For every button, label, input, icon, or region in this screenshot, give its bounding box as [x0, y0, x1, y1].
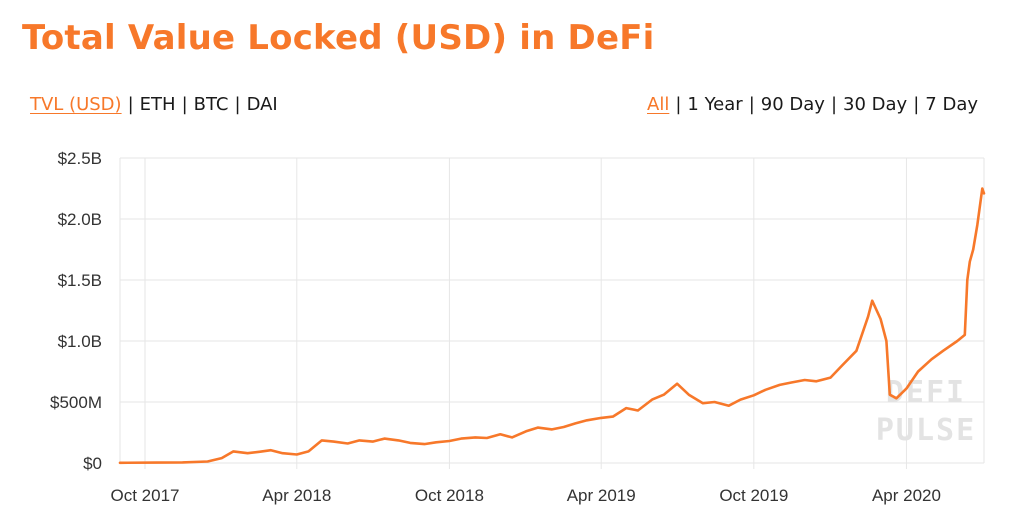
tab-separator: | — [234, 94, 241, 115]
y-tick-label: $0 — [83, 454, 102, 473]
y-tick-label: $2.5B — [58, 149, 102, 168]
y-tick-label: $2.0B — [58, 210, 102, 229]
watermark-line-1: DEFI — [886, 375, 966, 410]
x-axis-ticks: Oct 2017 Apr 2018 Oct 2018 Apr 2019 Oct 2019… — [111, 486, 941, 505]
tab-separator: | — [181, 94, 188, 115]
y-tick-label: $1.0B — [58, 332, 102, 351]
watermark-line-2: PULSE — [876, 413, 976, 448]
range-tabs: All | 1 Year | 90 Day | 30 Day | 7 Day — [647, 94, 978, 115]
tab-btc[interactable]: BTC — [193, 94, 229, 115]
x-tick-label: Apr 2019 — [567, 486, 636, 505]
tab-separator: | — [127, 94, 134, 115]
x-tick-label: Oct 2018 — [415, 486, 484, 505]
y-tick-label: $1.5B — [58, 271, 102, 290]
y-tick-label: $500M — [50, 393, 102, 412]
x-gridlines — [119, 158, 985, 469]
page-title: Total Value Locked (USD) in DeFi — [22, 18, 655, 58]
tab-tvl-usd[interactable]: TVL (USD) — [30, 94, 122, 115]
watermark: DEFI PULSE — [876, 375, 976, 448]
x-tick-label: Oct 2019 — [719, 486, 788, 505]
tab-separator: | — [675, 94, 682, 115]
tab-separator: | — [913, 94, 920, 115]
tab-separator: | — [748, 94, 755, 115]
range-90-day[interactable]: 90 Day — [760, 94, 825, 115]
x-tick-label: Apr 2020 — [872, 486, 941, 505]
range-7-day[interactable]: 7 Day — [925, 94, 978, 115]
tab-separator: | — [830, 94, 838, 115]
tab-eth[interactable]: ETH — [139, 94, 176, 115]
tab-dai[interactable]: DAI — [246, 94, 278, 115]
range-1-year[interactable]: 1 Year — [687, 94, 743, 115]
x-tick-label: Apr 2018 — [262, 486, 331, 505]
range-30-day[interactable]: 30 Day — [843, 94, 908, 115]
y-axis-ticks: $0 $500M $1.0B $1.5B $2.0B $2.5B — [50, 149, 102, 473]
metric-tabs: TVL (USD) | ETH | BTC | DAI — [30, 94, 278, 115]
series-group — [118, 187, 986, 465]
x-tick-label: Oct 2017 — [111, 486, 180, 505]
series-line-tvl — [118, 187, 986, 465]
y-gridlines — [120, 157, 984, 464]
range-all[interactable]: All — [647, 94, 670, 115]
